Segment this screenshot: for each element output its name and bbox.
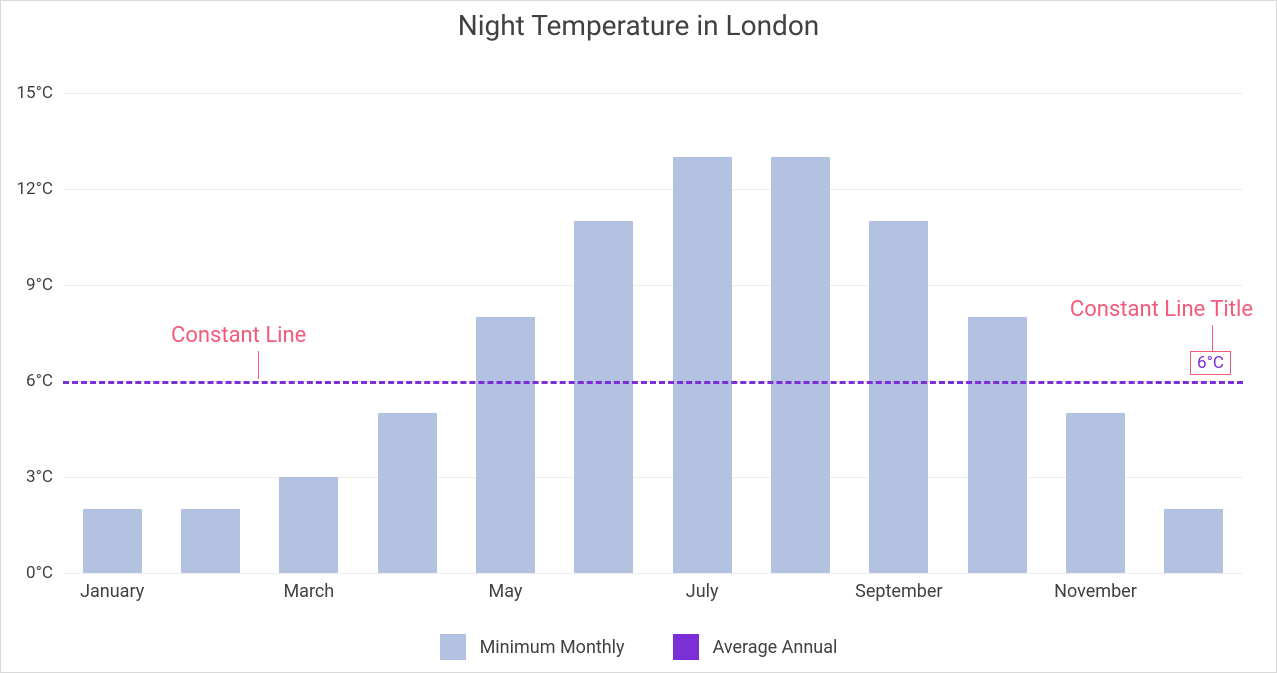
y-axis-label: 15°C bbox=[16, 83, 63, 103]
bar bbox=[1066, 413, 1125, 573]
callout-connector bbox=[1212, 325, 1213, 351]
bar bbox=[476, 317, 535, 573]
y-axis-label: 6°C bbox=[26, 371, 63, 391]
y-axis-label: 3°C bbox=[26, 467, 63, 487]
legend-item-minimum-monthly: Minimum Monthly bbox=[440, 634, 625, 660]
x-axis-label: September bbox=[855, 573, 942, 602]
legend-swatch-bar bbox=[440, 634, 466, 660]
chart-title: Night Temperature in London bbox=[1, 9, 1276, 42]
gridline bbox=[63, 189, 1243, 190]
bar bbox=[181, 509, 240, 573]
x-axis-label: January bbox=[80, 573, 144, 602]
legend-swatch-line bbox=[673, 634, 699, 660]
bar bbox=[968, 317, 1027, 573]
constant-line bbox=[63, 381, 1243, 384]
legend-item-average-annual: Average Annual bbox=[673, 634, 838, 660]
bar bbox=[574, 221, 633, 573]
legend: Minimum Monthly Average Annual bbox=[1, 634, 1276, 660]
x-axis-label: March bbox=[283, 573, 334, 602]
plot-area: 0°C3°C6°C9°C12°C15°CJanuaryMarchMayJulyS… bbox=[63, 61, 1243, 573]
y-axis-label: 12°C bbox=[16, 179, 63, 199]
x-axis-label: November bbox=[1054, 573, 1137, 602]
bar bbox=[869, 221, 928, 573]
legend-label: Minimum Monthly bbox=[480, 637, 625, 658]
bar bbox=[1164, 509, 1223, 573]
callout-constant-line-title: Constant Line Title bbox=[1070, 297, 1253, 322]
x-axis-label: July bbox=[686, 573, 719, 602]
chart-container: Night Temperature in London 0°C3°C6°C9°C… bbox=[0, 0, 1277, 673]
bar bbox=[771, 157, 830, 573]
bar bbox=[378, 413, 437, 573]
gridline bbox=[63, 93, 1243, 94]
gridline bbox=[63, 285, 1243, 286]
y-axis-label: 9°C bbox=[26, 275, 63, 295]
callout-connector bbox=[258, 351, 259, 379]
bar bbox=[279, 477, 338, 573]
bar bbox=[673, 157, 732, 573]
x-axis-label: May bbox=[489, 573, 523, 602]
y-axis-label: 0°C bbox=[26, 563, 63, 583]
legend-label: Average Annual bbox=[713, 637, 838, 658]
bar bbox=[83, 509, 142, 573]
constant-line-value-label: 6°C bbox=[1190, 351, 1231, 375]
callout-constant-line: Constant Line bbox=[171, 323, 306, 348]
